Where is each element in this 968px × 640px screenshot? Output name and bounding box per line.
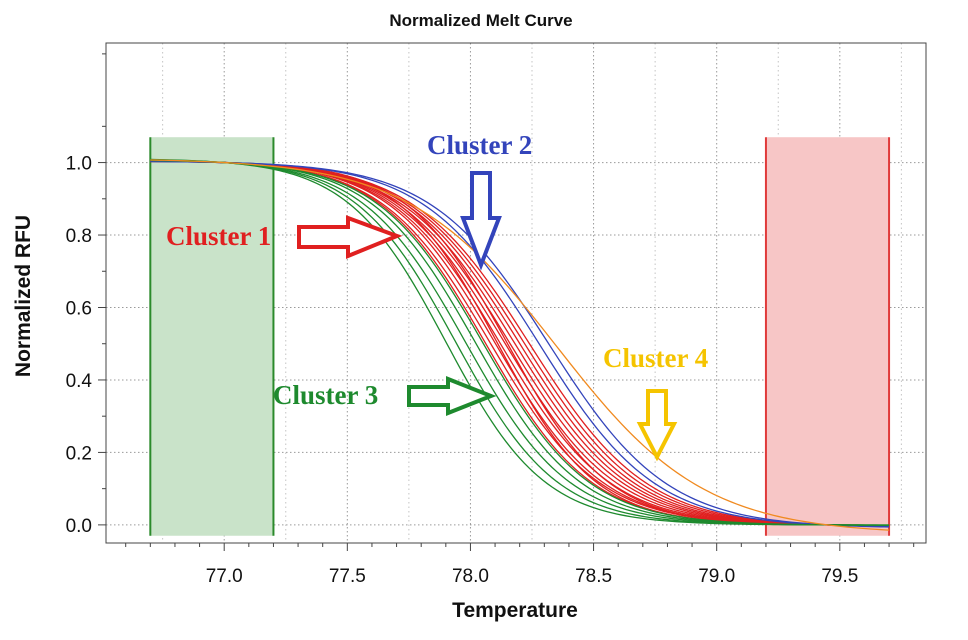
cluster-2-arrow-icon (460, 171, 502, 271)
y-tick-label: 0.8 (66, 226, 92, 247)
annotation-cluster-4: Cluster 4 (603, 343, 708, 462)
axis-ticks: 77.0 77.5 78.0 78.5 79.0 79.5 0.0 0.2 0.4 0.6 0.8 1… (66, 53, 915, 587)
series-cluster-4 (150, 159, 890, 531)
normalization-region (765, 137, 890, 536)
plot-frame (105, 42, 927, 544)
curves (150, 158, 890, 531)
cluster-3-arrow-icon (407, 376, 497, 416)
y-axis-label: Normalized RFU (12, 215, 35, 377)
y-tick-label: 1.0 (66, 154, 92, 175)
x-tick-label: 77.5 (329, 566, 366, 587)
annotation-cluster-2: Cluster 2 (427, 130, 532, 271)
annotation-cluster-1: Cluster 1 (166, 215, 403, 259)
y-tick-label: 0.2 (66, 443, 92, 464)
cluster-1-label: Cluster 1 (166, 221, 271, 251)
x-tick-label: 79.0 (698, 566, 735, 587)
chart-title: Normalized Melt Curve (389, 11, 572, 30)
cluster-1-arrow-icon (297, 215, 403, 259)
y-tick-label: 0.4 (66, 371, 93, 392)
cluster-3-label: Cluster 3 (273, 380, 378, 410)
melt-curve-line (150, 159, 890, 531)
annotation-cluster-3: Cluster 3 (273, 376, 497, 416)
y-tick-label: 0.0 (66, 516, 92, 537)
x-tick-label: 79.5 (821, 566, 858, 587)
x-tick-label: 77.0 (206, 566, 243, 587)
regions (149, 137, 891, 536)
y-tick-label: 0.6 (66, 298, 92, 319)
cluster-4-label: Cluster 4 (603, 343, 708, 373)
cluster-4-arrow-icon (636, 389, 678, 462)
x-axis-label: Temperature (452, 599, 578, 622)
x-tick-label: 78.5 (575, 566, 612, 587)
cluster-2-label: Cluster 2 (427, 130, 532, 160)
x-tick-label: 78.0 (452, 566, 489, 587)
normalization-region (150, 137, 274, 536)
